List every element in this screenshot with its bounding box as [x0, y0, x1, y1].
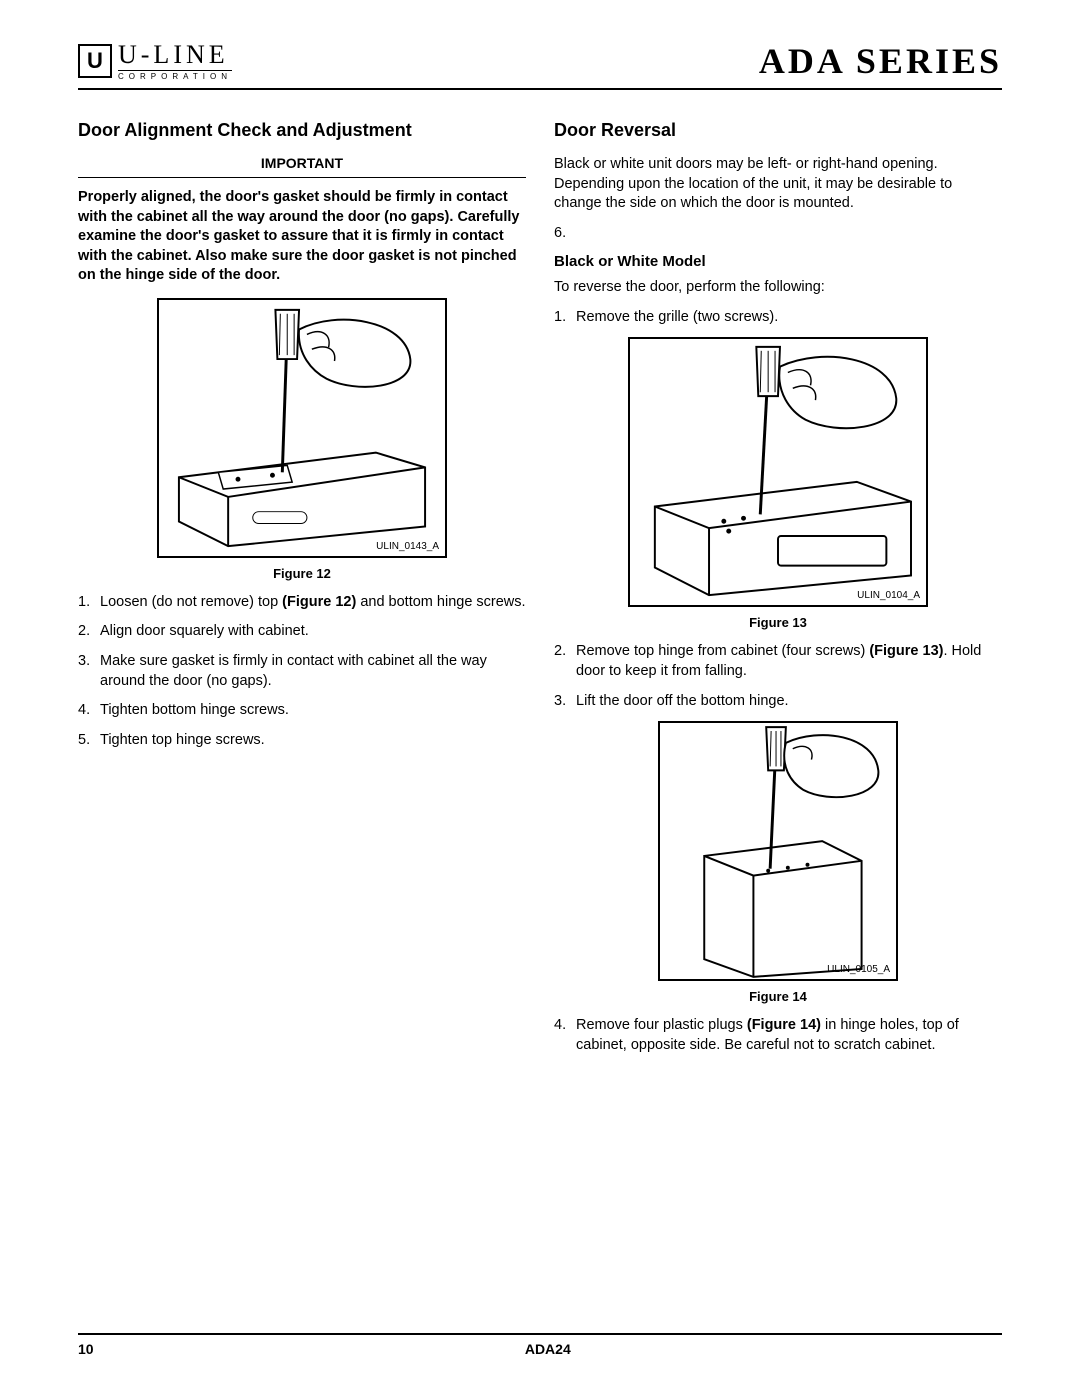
left-steps: Loosen (do not remove) top (Figure 12) a…: [78, 593, 526, 750]
footer-page-number: 10: [78, 1341, 94, 1357]
figure-13-caption: Figure 13: [554, 615, 1002, 630]
figure-13: ULIN_0104_A: [628, 337, 928, 607]
logo: U U-LINE CORPORATION: [78, 42, 232, 81]
logo-divider: [118, 70, 232, 71]
screwdriver-plugs-icon: [660, 723, 896, 979]
series-title: ADA SERIES: [759, 40, 1002, 82]
left-step-3: Make sure gasket is firmly in contact wi…: [78, 652, 526, 691]
right-heading: Door Reversal: [554, 120, 1002, 141]
footer-model: ADA24: [94, 1341, 1002, 1357]
right-step-1: Remove the grille (two screws).: [554, 308, 1002, 328]
left-column: Door Alignment Check and Adjustment IMPO…: [78, 120, 526, 1065]
left-step-5: Tighten top hinge screws.: [78, 731, 526, 751]
right-intro: Black or white unit doors may be left- o…: [554, 155, 1002, 214]
right-steps-c: Remove four plastic plugs (Figure 14) in…: [554, 1016, 1002, 1055]
figure-14-id: ULIN_0105_A: [827, 964, 890, 975]
figure-14-caption: Figure 14: [554, 989, 1002, 1004]
important-label: IMPORTANT: [78, 155, 526, 171]
important-text: Properly aligned, the door's gasket shou…: [78, 188, 526, 286]
right-column: Door Reversal Black or white unit doors …: [554, 120, 1002, 1065]
right-step-4: Remove four plastic plugs (Figure 14) in…: [554, 1016, 1002, 1055]
right-step-2: Remove top hinge from cabinet (four scre…: [554, 642, 1002, 681]
left-step-1: Loosen (do not remove) top (Figure 12) a…: [78, 593, 526, 613]
figure-13-id: ULIN_0104_A: [857, 590, 920, 601]
divider: [78, 177, 526, 178]
page-header: U U-LINE CORPORATION ADA SERIES: [78, 40, 1002, 90]
right-sub-heading: Black or White Model: [554, 253, 1002, 270]
left-heading: Door Alignment Check and Adjustment: [78, 120, 526, 141]
right-steps-b: Remove top hinge from cabinet (four scre…: [554, 642, 1002, 711]
right-sub-intro: To reverse the door, perform the followi…: [554, 278, 1002, 298]
figure-12-caption: Figure 12: [78, 566, 526, 581]
right-steps-a: Remove the grille (two screws).: [554, 308, 1002, 328]
logo-text: U-LINE CORPORATION: [118, 42, 232, 81]
screwdriver-hinge-icon: [159, 300, 445, 556]
figure-12-id: ULIN_0143_A: [376, 541, 439, 552]
left-step-4: Tighten bottom hinge screws.: [78, 701, 526, 721]
figure-12: ULIN_0143_A: [157, 298, 447, 558]
logo-main-text: U-LINE: [118, 42, 232, 68]
right-step-3: Lift the door off the bottom hinge.: [554, 692, 1002, 712]
screwdriver-cabinet-icon: [630, 339, 926, 605]
page-footer: 10 ADA24: [78, 1333, 1002, 1357]
logo-sub-text: CORPORATION: [118, 72, 232, 81]
left-step-2: Align door squarely with cabinet.: [78, 622, 526, 642]
right-six: 6.: [554, 224, 1002, 244]
figure-14: ULIN_0105_A: [658, 721, 898, 981]
logo-mark-icon: U: [78, 44, 112, 78]
